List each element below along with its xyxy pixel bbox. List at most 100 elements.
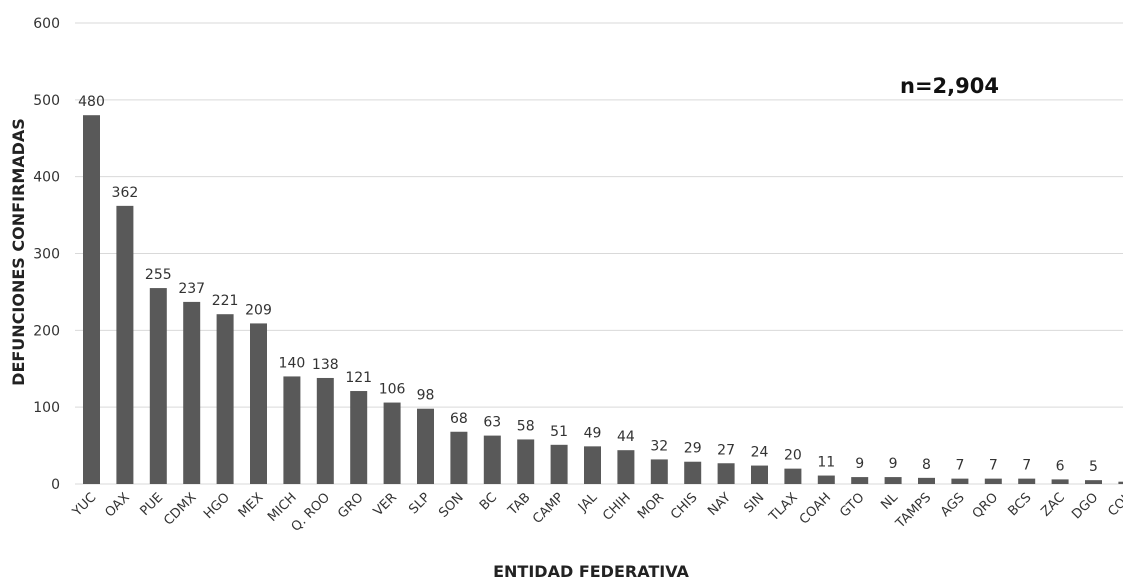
x-tick-label: GTO — [837, 490, 867, 520]
x-tick-label: GRO — [335, 490, 366, 521]
x-tick-label: TLAX — [766, 490, 801, 525]
bar — [517, 439, 535, 484]
x-tick-label: YUC — [69, 490, 99, 520]
data-label: 362 — [112, 185, 139, 201]
data-label: 7 — [989, 458, 998, 474]
data-label: 480 — [78, 94, 105, 110]
data-label: 121 — [345, 370, 372, 386]
bar — [149, 288, 167, 484]
y-tick-label: 200 — [33, 323, 60, 339]
bar — [984, 478, 1002, 484]
data-label: 58 — [517, 418, 535, 434]
bar — [884, 477, 902, 484]
bar — [550, 444, 568, 484]
bar — [851, 477, 869, 484]
data-label: 106 — [379, 382, 406, 398]
x-tick-label: OAX — [102, 490, 132, 520]
data-label: 9 — [889, 456, 898, 472]
data-label: 138 — [312, 357, 339, 373]
bar — [350, 391, 368, 484]
x-axis-title: ENTIDAD FEDERATIVA — [493, 562, 689, 581]
x-tick-label: SIN — [741, 490, 767, 516]
bar — [283, 376, 301, 484]
data-label: 32 — [650, 438, 668, 454]
data-label: 24 — [751, 445, 769, 461]
data-label: 51 — [550, 424, 568, 440]
data-label: 237 — [178, 281, 205, 297]
x-tick-label: NL — [878, 490, 901, 513]
bar — [1051, 479, 1069, 484]
bar — [250, 323, 267, 484]
data-label: 140 — [279, 355, 306, 371]
bar — [316, 377, 334, 484]
x-tick-label: BCS — [1006, 490, 1035, 519]
bar — [450, 431, 468, 484]
bar — [951, 478, 969, 484]
x-tick-label: SLP — [406, 490, 433, 517]
data-label: 29 — [684, 441, 702, 457]
x-tick-label: CAMP — [530, 490, 567, 527]
x-tick-label: TAB — [505, 490, 534, 519]
x-tick-label: CHIS — [668, 490, 700, 522]
x-tick-label: COL — [1105, 490, 1123, 520]
data-label: 11 — [817, 455, 835, 471]
bar — [183, 301, 201, 484]
x-tick-label: COAH — [797, 490, 834, 527]
bar — [717, 463, 735, 484]
x-tick-label: SON — [436, 490, 467, 521]
data-label: 221 — [212, 293, 239, 309]
data-label: 44 — [617, 429, 635, 445]
x-tick-label: VER — [371, 490, 400, 519]
bar — [584, 446, 601, 484]
data-label: 7 — [955, 458, 964, 474]
bar — [918, 477, 935, 484]
sample-size-annotation: n=2,904 — [900, 74, 999, 98]
data-label: 49 — [584, 425, 602, 441]
data-label: 7 — [1022, 458, 1031, 474]
data-label: 68 — [450, 411, 468, 427]
bar — [1085, 480, 1102, 484]
y-tick-label: 100 — [33, 400, 60, 416]
data-label: 63 — [483, 415, 501, 431]
bar — [116, 205, 134, 484]
y-tick-label: 500 — [33, 93, 60, 109]
bar — [617, 450, 635, 484]
data-label: 5 — [1089, 459, 1098, 475]
y-tick-label: 600 — [33, 16, 60, 32]
bar — [216, 314, 234, 484]
bars — [83, 115, 1123, 484]
data-label: 27 — [717, 442, 735, 458]
data-label: 209 — [245, 302, 272, 318]
bar — [650, 459, 668, 484]
x-tick-label: BC — [477, 490, 500, 513]
data-label: 6 — [1056, 458, 1065, 474]
y-tick-label: 400 — [33, 170, 60, 186]
y-tick-label: 0 — [51, 477, 60, 493]
x-tick-label: NAY — [705, 490, 734, 519]
x-tick-label: DGO — [1069, 490, 1101, 522]
gridlines — [75, 22, 1123, 485]
bar — [483, 435, 501, 484]
bar — [83, 115, 100, 484]
bar — [1118, 481, 1123, 484]
y-axis-ticks: 0 100 200 300 400 500 600 — [33, 16, 60, 493]
data-label: 20 — [784, 448, 802, 464]
x-tick-label: HGO — [201, 490, 233, 522]
bar — [784, 468, 802, 484]
data-label: 8 — [922, 457, 931, 473]
x-tick-label: JAL — [575, 490, 601, 516]
bar — [751, 465, 768, 484]
x-tick-label: CHIH — [600, 490, 634, 524]
y-tick-label: 300 — [33, 247, 60, 263]
x-tick-label: ZAC — [1038, 490, 1067, 519]
x-tick-label: AGS — [938, 490, 968, 520]
x-tick-label: TAMPS — [893, 490, 935, 532]
data-label: 255 — [145, 267, 172, 283]
x-tick-label: QRO — [970, 490, 1001, 521]
x-tick-label: CDMX — [161, 490, 199, 528]
bar — [383, 402, 401, 484]
bar — [684, 461, 702, 484]
